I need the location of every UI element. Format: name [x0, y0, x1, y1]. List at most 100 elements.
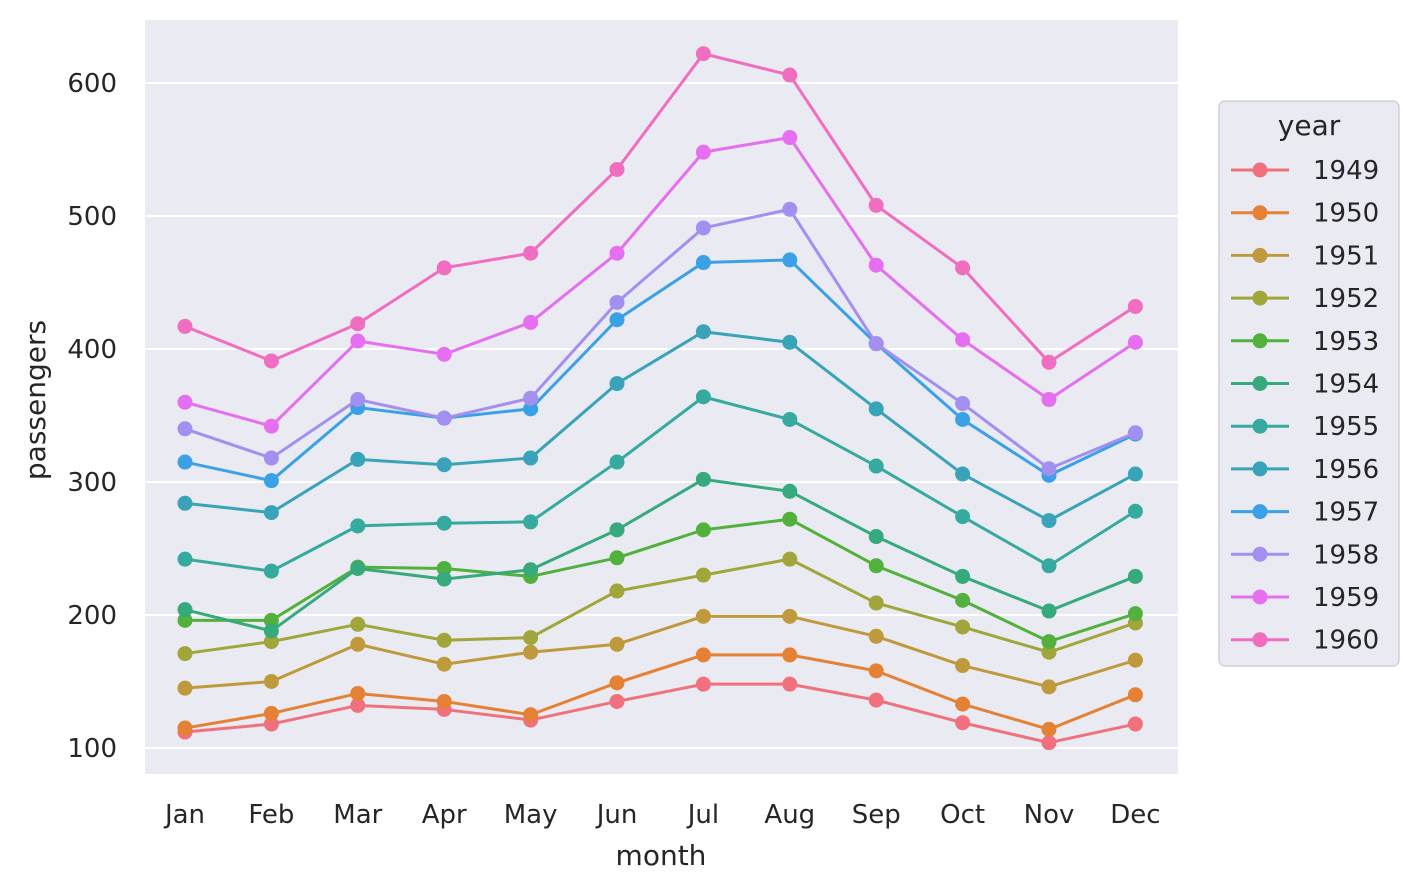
data-point — [609, 312, 625, 328]
legend-label: 1952 — [1313, 284, 1379, 314]
data-point — [263, 505, 279, 521]
data-point — [955, 466, 971, 482]
data-point — [955, 509, 971, 525]
legend-item-1956: 1956 — [1231, 455, 1379, 485]
x-tick-label: Jul — [686, 800, 719, 830]
data-point — [350, 560, 366, 576]
data-point — [609, 522, 625, 538]
data-point — [1041, 603, 1057, 619]
grid — [145, 82, 1178, 749]
plot-area — [145, 20, 1178, 774]
data-point — [782, 551, 798, 567]
data-point — [523, 514, 539, 530]
series-1956 — [177, 324, 1143, 529]
data-point — [1127, 503, 1143, 519]
legend-label: 1960 — [1313, 626, 1379, 656]
x-tick-label: Aug — [764, 800, 815, 830]
data-point — [1041, 644, 1057, 660]
data-point — [609, 161, 625, 177]
legend-marker — [1252, 546, 1268, 562]
legend-items: 1949 1950 1951 1952 1953 1954 1955 1956 1957 1958… — [1231, 156, 1379, 656]
data-point — [177, 318, 193, 334]
data-point — [350, 518, 366, 534]
data-point — [350, 636, 366, 652]
data-point — [263, 450, 279, 466]
series-1953 — [177, 511, 1143, 650]
data-point — [609, 675, 625, 691]
series-line — [184, 52, 1137, 364]
data-point — [955, 411, 971, 427]
data-point — [523, 707, 539, 723]
data-point — [1041, 392, 1057, 408]
data-point — [177, 602, 193, 618]
data-point — [177, 551, 193, 567]
series-1955 — [177, 389, 1143, 579]
data-point — [609, 693, 625, 709]
data-point — [350, 616, 366, 632]
data-point — [523, 314, 539, 330]
data-point — [955, 592, 971, 608]
series-1958 — [177, 201, 1143, 477]
data-point — [782, 676, 798, 692]
data-point — [782, 334, 798, 350]
legend-item-1950: 1950 — [1231, 199, 1379, 229]
data-point — [436, 346, 452, 362]
data-point — [695, 220, 711, 236]
legend-item-1953: 1953 — [1231, 327, 1379, 357]
data-point — [263, 705, 279, 721]
legend-label: 1954 — [1313, 370, 1379, 400]
data-point — [782, 201, 798, 217]
data-point — [1127, 652, 1143, 668]
data-point — [1127, 334, 1143, 350]
data-point — [177, 646, 193, 662]
x-axis-label: month — [616, 839, 707, 872]
data-point — [955, 619, 971, 635]
data-point — [1127, 425, 1143, 441]
data-point — [263, 634, 279, 650]
x-tick-label: May — [504, 800, 558, 830]
data-point — [523, 562, 539, 578]
data-point — [523, 390, 539, 406]
legend-item-1955: 1955 — [1231, 412, 1379, 442]
legend: year 1949 1950 1951 1952 1953 1954 1955 1956 195… — [1218, 100, 1400, 667]
data-point — [263, 674, 279, 689]
data-point — [868, 628, 884, 644]
data-point — [695, 46, 711, 62]
data-point — [955, 568, 971, 584]
data-point — [177, 454, 193, 470]
legend-marker — [1252, 632, 1268, 648]
data-point — [523, 450, 539, 466]
data-point — [868, 257, 884, 273]
legend-marker — [1252, 290, 1268, 306]
series-line — [184, 682, 1136, 745]
y-axis-label: passengers — [19, 320, 52, 480]
legend-label: 1958 — [1313, 540, 1379, 570]
data-point — [177, 495, 193, 511]
data-point — [436, 260, 452, 276]
data-point — [1127, 568, 1143, 584]
series-line — [184, 207, 1136, 471]
x-tick-label: Dec — [1110, 800, 1160, 830]
data-point — [868, 663, 884, 679]
data-point — [868, 692, 884, 708]
data-point — [350, 333, 366, 349]
data-point — [1127, 298, 1143, 314]
data-point — [523, 644, 539, 660]
data-point — [695, 676, 711, 692]
data-point — [177, 394, 193, 410]
x-tick-label: Apr — [422, 800, 467, 830]
series-line — [184, 258, 1137, 483]
data-point — [782, 67, 798, 83]
data-point — [350, 697, 366, 713]
y-tick-label: 500 — [67, 202, 117, 232]
series-line — [185, 517, 1136, 644]
data-point — [1127, 687, 1143, 703]
data-point — [1041, 634, 1057, 650]
legend-item-1959: 1959 — [1231, 583, 1379, 613]
data-point — [263, 353, 279, 369]
x-tick-label: Mar — [333, 800, 382, 830]
legend-box — [1218, 100, 1400, 667]
data-point — [436, 410, 452, 426]
data-point — [1041, 461, 1057, 477]
data-point — [695, 389, 711, 405]
